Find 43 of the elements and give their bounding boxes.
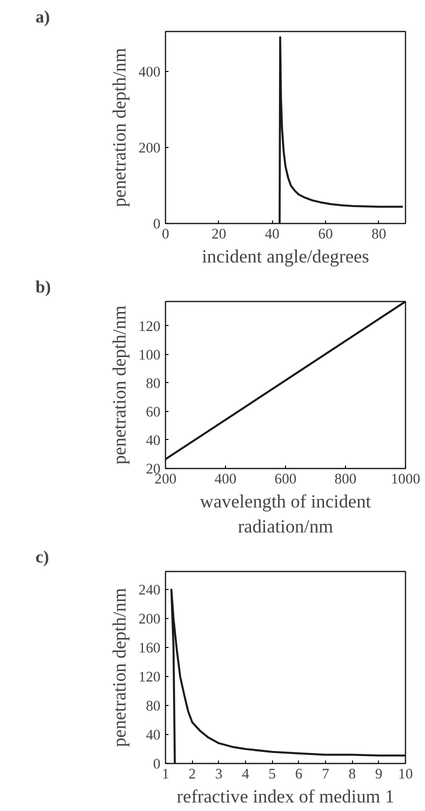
x-tick-label: 3: [215, 766, 222, 782]
x-tick-label: 2: [188, 766, 196, 782]
y-tick-label: 80: [146, 376, 160, 392]
y-axis-title: penetration depth/nm: [110, 304, 131, 465]
x-tick-label: 1000: [390, 472, 420, 488]
y-tick-label: 240: [138, 582, 160, 599]
y-tick-label: 160: [138, 640, 160, 657]
y-axis-title: penetration depth/nm: [110, 47, 131, 208]
y-tick-label: 100: [138, 347, 160, 364]
x-tick-label: 6: [295, 766, 302, 782]
chart-title: a): [36, 8, 50, 26]
y-tick-label: 0: [153, 756, 160, 772]
x-tick-label: 9: [375, 766, 382, 782]
y-tick-label: 200: [138, 140, 160, 156]
line-series: [278, 36, 404, 224]
x-tick-label: 5: [268, 766, 276, 782]
chart-title: c): [36, 548, 50, 566]
x-tick-label: 4: [242, 766, 250, 782]
y-tick-label: 80: [146, 698, 160, 715]
x-tick-label: 10: [398, 766, 413, 782]
y-tick-label: 60: [146, 404, 160, 420]
x-axis-title: wavelength of incident radiation/nm: [200, 492, 372, 538]
x-tick-label: 600: [274, 472, 296, 488]
y-axis-title: penetration depth/nm: [110, 587, 131, 748]
y-tick-label: 120: [138, 318, 160, 335]
x-tick-label: 400: [214, 472, 236, 488]
x-axis-title: refractive index of medium 1: [176, 786, 394, 808]
y-tick-label: 40: [146, 432, 160, 449]
y-tick-label: 40: [146, 728, 160, 744]
y-tick-label: 0: [153, 216, 160, 232]
x-tick-label: 20: [212, 226, 226, 242]
chart-title: b): [36, 278, 52, 296]
x-axis-title: incident angle/degrees: [202, 246, 370, 268]
x-tick-label: 8: [348, 766, 356, 782]
x-tick-label: 60: [318, 226, 333, 242]
y-tick-label: 400: [138, 64, 160, 80]
y-tick-label: 200: [138, 612, 160, 628]
x-tick-label: 40: [264, 226, 280, 242]
x-tick-label: 1: [162, 766, 170, 782]
x-tick-label: 800: [334, 472, 356, 488]
x-tick-label: 80: [372, 226, 386, 242]
y-tick-label: 120: [138, 670, 160, 686]
x-tick-label: 7: [322, 766, 330, 782]
